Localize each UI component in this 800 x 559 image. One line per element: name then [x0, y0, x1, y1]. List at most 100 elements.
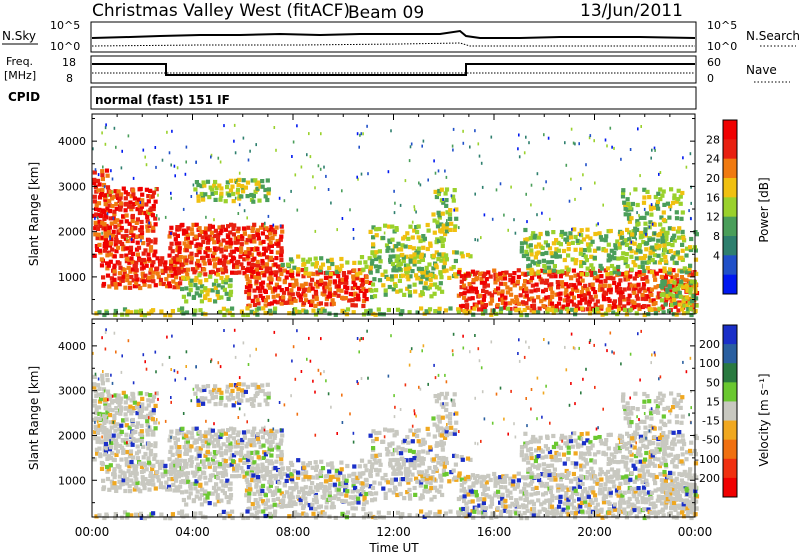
heatmap-cell: [314, 499, 318, 503]
heatmap-speck: [186, 146, 188, 149]
heatmap-cell: [140, 429, 144, 433]
heatmap-cell: [583, 452, 587, 456]
heatmap-cell: [237, 227, 241, 231]
heatmap-cell: [445, 187, 449, 191]
heatmap-cell: [340, 309, 344, 313]
heatmap-cell: [131, 455, 135, 459]
heatmap-cell: [242, 178, 246, 182]
heatmap-cell: [323, 493, 327, 497]
heatmap-speck: [366, 125, 368, 128]
heatmap-cell: [212, 444, 216, 448]
heatmap-speck: [97, 216, 99, 219]
heatmap-cell: [255, 313, 259, 317]
heatmap-cell: [391, 452, 395, 456]
heatmap-cell: [664, 259, 668, 263]
nsearch-tick-low: 10^0: [707, 40, 737, 53]
heatmap-cell: [216, 290, 220, 294]
heatmap-speck: [571, 128, 573, 131]
heatmap-cell: [225, 495, 229, 499]
heatmap-cell: [303, 293, 307, 297]
heatmap-speck: [503, 214, 505, 217]
heatmap-cell: [354, 506, 358, 510]
heatmap-speck: [114, 127, 116, 130]
heatmap-cell: [444, 253, 448, 257]
heatmap-cell: [153, 453, 157, 457]
heatmap-speck: [170, 197, 172, 200]
heatmap-cell: [628, 274, 632, 278]
heatmap-cell: [239, 399, 243, 403]
heatmap-cell: [377, 227, 381, 231]
heatmap-cell: [557, 505, 561, 509]
heatmap-cell: [404, 470, 408, 474]
heatmap-cell: [675, 261, 679, 265]
heatmap-cell: [369, 434, 373, 438]
heatmap-cell: [378, 481, 382, 485]
heatmap-cell: [206, 180, 210, 184]
heatmap-cell: [365, 280, 369, 284]
heatmap-cell: [275, 429, 279, 433]
heatmap-cell: [176, 234, 180, 238]
heatmap-cell: [146, 253, 150, 257]
y-tick-label: 4000: [58, 135, 86, 148]
heatmap-cell: [467, 492, 471, 496]
heatmap-cell: [432, 457, 436, 461]
heatmap-cell: [603, 487, 607, 491]
heatmap-cell: [102, 222, 106, 226]
heatmap-cell: [224, 269, 228, 273]
heatmap-cell: [441, 448, 445, 452]
station-title: Christmas Valley West (fitACF): [92, 1, 350, 21]
heatmap-cell: [383, 270, 387, 274]
heatmap-cell: [554, 238, 558, 242]
heatmap-speck: [143, 149, 145, 152]
heatmap-speck: [610, 127, 612, 130]
heatmap-cell: [499, 485, 503, 489]
heatmap-cell: [383, 473, 387, 477]
heatmap-cell: [442, 238, 446, 242]
heatmap-cell: [426, 427, 430, 431]
heatmap-cell: [596, 246, 600, 250]
heatmap-cell: [530, 252, 534, 256]
heatmap-cell: [688, 245, 692, 249]
heatmap-cell: [229, 278, 233, 282]
heatmap-cell: [122, 391, 126, 395]
heatmap-cell: [537, 242, 541, 246]
heatmap-cell: [591, 267, 595, 271]
heatmap-cell: [439, 275, 443, 279]
heatmap-cell: [572, 431, 576, 435]
heatmap-cell: [105, 261, 109, 265]
nave-tick-high: 60: [707, 56, 721, 69]
heatmap-speck: [492, 218, 494, 221]
heatmap-cell: [184, 490, 188, 494]
heatmap-cell: [324, 276, 328, 280]
heatmap-cell: [644, 247, 648, 251]
heatmap-cell: [121, 482, 125, 486]
heatmap-cell: [550, 308, 554, 312]
heatmap-cell: [164, 266, 168, 270]
heatmap-cell: [281, 498, 285, 502]
heatmap-cell: [583, 248, 587, 252]
heatmap-cell: [549, 478, 553, 482]
heatmap-cell: [452, 265, 456, 269]
heatmap-speck: [330, 202, 332, 205]
heatmap-cell: [328, 287, 332, 291]
heatmap-cell: [257, 199, 261, 203]
heatmap-cell: [260, 259, 264, 263]
heatmap-speck: [165, 216, 167, 219]
heatmap-cell: [119, 254, 123, 258]
nsearch-trace: [92, 43, 695, 46]
heatmap-cell: [394, 274, 398, 278]
heatmap-speck: [146, 163, 148, 166]
heatmap-cell: [272, 498, 276, 502]
heatmap-speck: [361, 132, 363, 135]
heatmap-cell: [244, 390, 248, 394]
heatmap-cell: [616, 460, 620, 464]
heatmap-cell: [265, 198, 269, 202]
heatmap-cell: [524, 504, 528, 508]
heatmap-cell: [524, 250, 528, 254]
heatmap-cell: [474, 490, 478, 494]
heatmap-speck: [639, 174, 641, 177]
heatmap-cell: [448, 228, 452, 232]
heatmap-cell: [560, 269, 564, 273]
heatmap-cell: [304, 267, 308, 271]
heatmap-cell: [182, 295, 186, 299]
